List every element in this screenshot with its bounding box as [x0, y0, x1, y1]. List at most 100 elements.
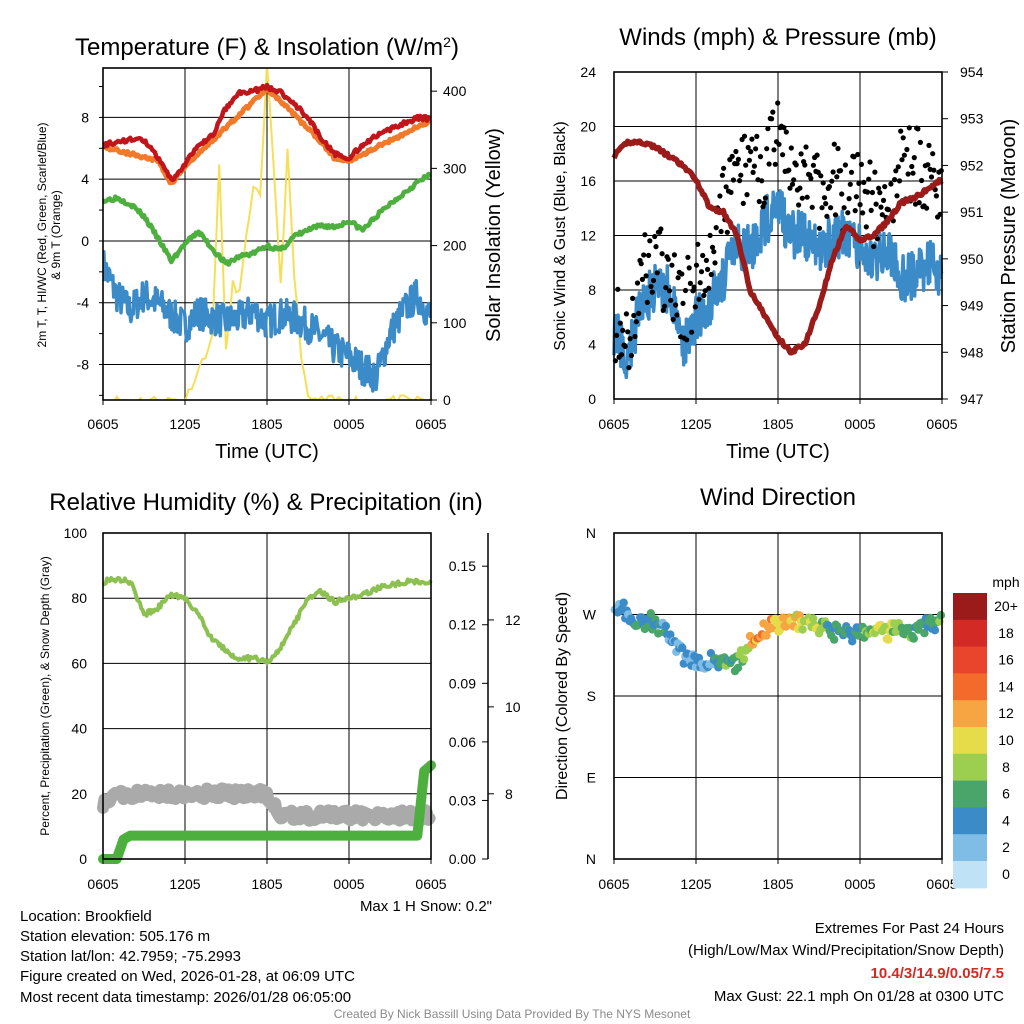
gust-point — [847, 181, 853, 187]
wind-y2-tick-label: 947 — [960, 391, 984, 407]
gust-point — [718, 228, 724, 235]
rh-y-tick-label: 80 — [71, 590, 87, 606]
extremes-subheading: (High/Low/Max Wind/Precipitation/Snow De… — [688, 942, 1004, 959]
gust-point — [735, 156, 742, 162]
wind-y2-axis-label: Station Pressure (Maroon) — [998, 119, 1020, 354]
legend-label: 14 — [998, 678, 1014, 694]
gust-point — [680, 300, 686, 306]
temp-y-tick-label: -8 — [77, 356, 90, 372]
gust-point — [730, 177, 737, 183]
gust-point — [625, 329, 631, 335]
gust-point — [911, 155, 917, 161]
gust-point — [620, 327, 626, 333]
dewpoint-line — [103, 171, 431, 267]
dir-y-axis-label: Direction (Colored By Speed) — [554, 592, 571, 800]
gust-point — [930, 151, 936, 157]
precip-tick-label: 0.09 — [449, 675, 476, 691]
gust-point — [646, 252, 652, 258]
temp-x-tick-label: 1205 — [169, 416, 200, 432]
snow-tick-label: 8 — [505, 786, 513, 802]
gust-point — [668, 297, 674, 303]
gust-point — [717, 193, 723, 199]
gust-point — [684, 337, 690, 343]
gust-point — [880, 197, 887, 203]
dir-x-tick-label: 0605 — [598, 876, 629, 892]
gust-point — [746, 157, 753, 163]
gust-point — [873, 201, 879, 207]
gust-point — [831, 141, 837, 147]
wind-y2-tick-label: 950 — [960, 251, 984, 267]
wind-x-tick-label: 0005 — [844, 416, 875, 432]
gust-point — [765, 126, 771, 132]
wind-direction-point — [739, 655, 749, 664]
wind-direction-point — [619, 598, 628, 607]
precip-tick-label: 0.12 — [449, 617, 476, 633]
gust-point — [660, 307, 666, 313]
gust-point — [916, 200, 922, 206]
dir-y-tick-label: E — [587, 770, 596, 786]
gust-point — [750, 169, 756, 175]
dir-y-tick-label: W — [583, 607, 597, 623]
rh-y-tick-label: 40 — [71, 721, 87, 737]
gust-point — [650, 277, 657, 284]
gust-point — [697, 280, 703, 286]
gust-point — [830, 169, 836, 175]
gust-point — [729, 153, 735, 159]
wind-y2-tick-label: 952 — [960, 157, 984, 173]
legend-label: 2 — [1002, 839, 1010, 855]
gust-point — [858, 161, 865, 167]
temp-series-group — [103, 68, 431, 400]
gust-point — [896, 178, 903, 184]
legend-label: 18 — [998, 625, 1014, 641]
wind-y2-tick-label: 948 — [960, 344, 984, 360]
wind-x-tick-label: 0605 — [926, 416, 957, 432]
legend-swatch — [953, 727, 987, 755]
gust-point — [665, 256, 671, 262]
gust-point — [623, 311, 630, 317]
gust-point — [882, 184, 888, 190]
gust-point — [754, 133, 760, 139]
wind-direction-point — [936, 611, 946, 620]
temperature-2m-line — [103, 82, 431, 183]
dir-title: Wind Direction — [700, 484, 856, 511]
legend-swatch — [953, 780, 987, 808]
gust-point — [654, 270, 660, 276]
snow-tick-label: 10 — [505, 699, 521, 715]
gust-point — [876, 185, 882, 191]
rh-y-tick-label: 60 — [71, 655, 87, 671]
gust-point — [864, 189, 871, 195]
gust-point — [743, 162, 749, 168]
gust-point — [888, 181, 894, 187]
gust-point — [670, 316, 676, 322]
temp-y-tick-label: 4 — [81, 171, 89, 187]
gust-point — [877, 190, 883, 196]
legend-swatch — [953, 753, 987, 782]
gust-point — [762, 195, 769, 201]
legend-label: 0 — [1002, 866, 1010, 882]
wind-y-axis-label: Sonic Wind & Gust (Blue, Black) — [552, 121, 569, 350]
rh-title: Relative Humidity (%) & Precipitation (i… — [49, 489, 482, 516]
rh-y-tick-label: 20 — [71, 786, 87, 802]
rh-x-tick-label: 1205 — [169, 876, 200, 892]
gust-point — [798, 151, 804, 157]
temp-y-axis-label-2: & 9m T (Orange) — [49, 190, 63, 280]
gust-point — [824, 213, 830, 219]
gust-point — [749, 136, 755, 142]
gust-point — [788, 145, 794, 151]
gust-point — [734, 161, 740, 167]
gust-point — [832, 212, 839, 218]
gust-point — [878, 204, 884, 210]
gust-point — [759, 178, 765, 184]
wind-direction-point — [678, 643, 687, 652]
temp-y-tick-label: 8 — [81, 109, 89, 125]
gust-point — [852, 208, 858, 214]
precip-tick-label: 0.15 — [449, 558, 476, 574]
gust-point — [816, 225, 823, 231]
elevation-text: Station elevation: 505.176 m — [20, 928, 211, 945]
gust-point — [926, 142, 932, 148]
wind-direction-point — [884, 635, 893, 644]
gust-point — [692, 304, 698, 310]
gust-point — [713, 225, 719, 231]
gust-point — [909, 163, 915, 170]
